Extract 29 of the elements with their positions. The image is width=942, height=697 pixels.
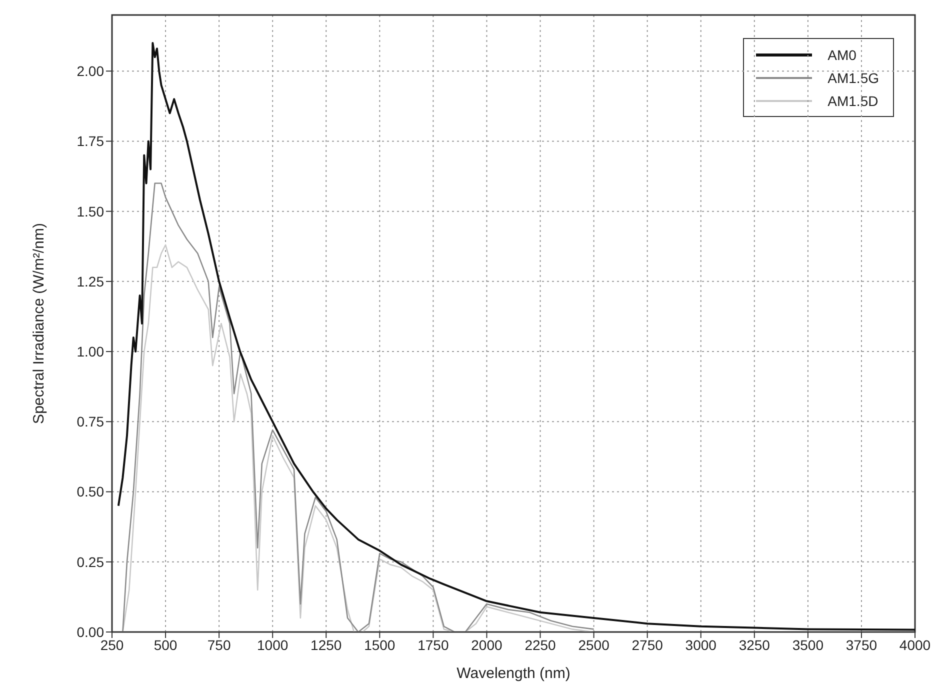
x-tick-label: 3750 — [846, 636, 878, 653]
y-tick-label: 1.25 — [76, 273, 104, 290]
x-tick-label: 3500 — [792, 636, 824, 653]
y-tick-label: 1.75 — [76, 133, 104, 150]
x-tick-label: 1250 — [310, 636, 342, 653]
x-tick-label: 1500 — [364, 636, 396, 653]
x-tick-label: 4000 — [899, 636, 931, 653]
x-axis-title: Wavelength (nm) — [456, 665, 570, 682]
x-tick-label: 500 — [154, 636, 178, 653]
x-tick-label: 2250 — [524, 636, 556, 653]
y-tick-label: 0.50 — [76, 484, 104, 500]
y-tick-label: 2.00 — [76, 63, 104, 80]
x-tick-label: 1750 — [418, 636, 449, 653]
x-tick-label: 3000 — [685, 636, 717, 653]
legend-label: AM1.5G — [828, 70, 879, 86]
legend-label: AM0 — [828, 46, 856, 62]
y-tick-label: 0.75 — [76, 414, 104, 430]
y-axis-title: Spectral Irradiance (W/m²/nm) — [30, 223, 48, 424]
legend-label: AM1.5D — [828, 92, 878, 108]
x-tick-label: 1000 — [257, 636, 288, 653]
y-tick-label: 1.00 — [76, 344, 104, 360]
x-tick-label: 3250 — [738, 636, 770, 653]
y-tick-label: 1.50 — [76, 203, 104, 220]
x-tick-label: 2500 — [578, 636, 610, 653]
x-tick-label: 2000 — [471, 636, 503, 653]
x-tick-label: 750 — [207, 636, 231, 653]
y-tick-label: 0.25 — [76, 554, 104, 570]
line-series — [117, 42, 915, 631]
x-tick-label: 2750 — [632, 636, 664, 653]
